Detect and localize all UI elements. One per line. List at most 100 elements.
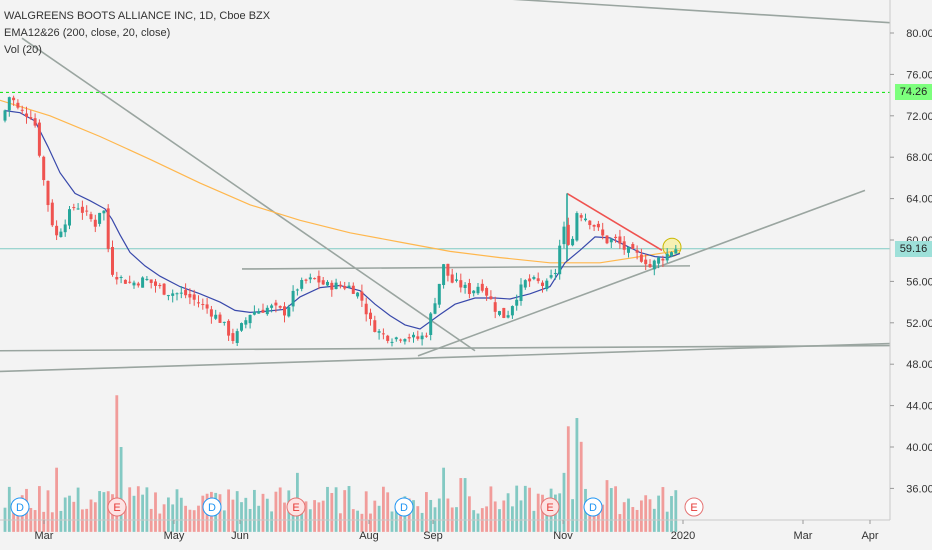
volume-bar bbox=[472, 510, 476, 532]
x-tick-label: 2020 bbox=[671, 530, 695, 542]
candle-body bbox=[377, 331, 381, 333]
volume-bar bbox=[425, 492, 428, 532]
y-tick-label: 72.00 bbox=[906, 111, 932, 123]
volume-bar bbox=[592, 504, 596, 532]
downtrend-from-march[interactable] bbox=[21, 37, 476, 352]
candle-body bbox=[369, 312, 372, 320]
dividend-marker[interactable]: D bbox=[583, 497, 603, 517]
volume-bar bbox=[115, 395, 119, 532]
candle-body bbox=[463, 284, 467, 288]
dividend-icon[interactable] bbox=[394, 497, 414, 517]
candle-body bbox=[123, 279, 127, 284]
dividend-marker[interactable]: D bbox=[202, 497, 222, 517]
earnings-icon[interactable] bbox=[286, 497, 306, 517]
earnings-marker[interactable]: E bbox=[540, 497, 560, 517]
volume-bar bbox=[72, 501, 76, 532]
long-lower-trendline[interactable] bbox=[0, 342, 891, 373]
resistance-horizontal[interactable] bbox=[241, 265, 691, 270]
marker-label: D bbox=[400, 502, 408, 514]
volume-bar bbox=[253, 489, 256, 532]
volume-bar bbox=[489, 486, 493, 532]
volume-bar bbox=[132, 495, 136, 532]
volume-bar bbox=[326, 486, 329, 532]
earnings-marker[interactable]: E bbox=[107, 497, 127, 517]
earnings-icon[interactable] bbox=[107, 497, 127, 517]
dividend-icon[interactable] bbox=[202, 497, 222, 517]
candle-body bbox=[416, 336, 420, 339]
rising-trendline[interactable] bbox=[417, 189, 866, 357]
candle-body bbox=[42, 156, 46, 181]
candle-body bbox=[502, 307, 506, 318]
triangle-upper[interactable] bbox=[566, 192, 663, 252]
candle-body bbox=[85, 210, 89, 212]
candle-body bbox=[188, 293, 192, 298]
volume-bar bbox=[136, 486, 140, 532]
ema-indicator-label[interactable]: EMA12&26 (200, close, 20, close) bbox=[4, 27, 171, 39]
candle-body bbox=[326, 281, 329, 286]
candle-body bbox=[179, 292, 183, 294]
volume-bar bbox=[184, 505, 187, 532]
volume-bar bbox=[46, 490, 50, 532]
volume-bar bbox=[93, 502, 97, 532]
volume-bar bbox=[627, 498, 630, 532]
volume-indicator-label[interactable]: Vol (20) bbox=[4, 44, 42, 56]
candle-body bbox=[3, 110, 7, 121]
dividend-icon[interactable] bbox=[583, 497, 603, 517]
support-bottom-horizontal[interactable] bbox=[0, 344, 891, 352]
candle-body bbox=[541, 282, 544, 286]
y-tick-label: 56.00 bbox=[906, 276, 932, 288]
volume-bar bbox=[55, 467, 58, 532]
dividend-icon[interactable] bbox=[10, 497, 30, 517]
candle-body bbox=[248, 314, 252, 324]
x-tick-label: Aug bbox=[359, 530, 379, 542]
axes: 80.0076.0072.0068.0064.0060.0056.0052.00… bbox=[0, 0, 932, 521]
candle-body bbox=[485, 287, 489, 296]
volume-bar bbox=[476, 513, 480, 532]
candle-body bbox=[50, 202, 54, 226]
candle-body bbox=[257, 311, 261, 314]
candle-body bbox=[467, 283, 471, 295]
dividend-marker[interactable]: D bbox=[394, 497, 414, 517]
earnings-icon[interactable] bbox=[684, 497, 704, 517]
volume-bar bbox=[278, 487, 282, 532]
candle-body bbox=[158, 285, 162, 287]
volume-bar bbox=[356, 510, 359, 532]
candle-body bbox=[665, 253, 669, 261]
candle-body bbox=[111, 246, 114, 275]
volume-bar bbox=[498, 509, 501, 532]
volume-bar bbox=[179, 497, 183, 532]
earnings-icon[interactable] bbox=[540, 497, 560, 517]
volume-bar bbox=[235, 491, 239, 532]
volume-bar bbox=[38, 486, 41, 532]
volume-bar bbox=[506, 493, 510, 532]
earnings-marker[interactable]: E bbox=[286, 497, 306, 517]
candle-body bbox=[648, 264, 652, 268]
volume-bar bbox=[674, 490, 678, 532]
x-tick-label: Apr bbox=[861, 530, 878, 542]
candle-body bbox=[480, 283, 484, 291]
volume-bar bbox=[119, 447, 123, 532]
volume-bar bbox=[386, 492, 390, 532]
x-tick-label: May bbox=[164, 530, 185, 542]
volume-bar bbox=[468, 496, 471, 532]
volume-bar bbox=[33, 510, 37, 532]
candle-body bbox=[562, 226, 566, 245]
dividend-marker[interactable]: D bbox=[10, 497, 30, 517]
top-channel-line[interactable] bbox=[390, 0, 891, 24]
candle-body bbox=[102, 210, 106, 214]
candle-body bbox=[68, 209, 71, 226]
volume-bar bbox=[369, 513, 372, 532]
candle-body bbox=[343, 286, 347, 289]
earnings-marker[interactable]: E bbox=[684, 497, 704, 517]
candle-body bbox=[381, 333, 385, 335]
volume-bar bbox=[416, 506, 420, 532]
candle-body bbox=[115, 276, 119, 280]
candle-body bbox=[459, 280, 463, 288]
candle-body bbox=[283, 306, 286, 316]
candle-body bbox=[652, 260, 656, 270]
candle-body bbox=[261, 309, 265, 313]
volume-bar bbox=[442, 467, 445, 532]
